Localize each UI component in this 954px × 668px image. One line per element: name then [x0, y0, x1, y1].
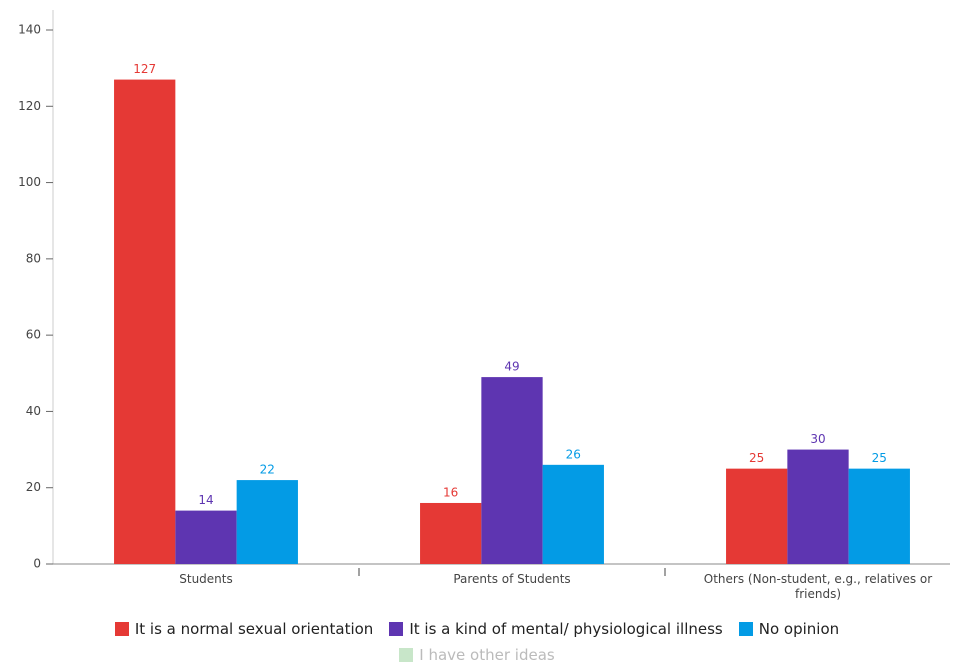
data-label: 26 [566, 447, 581, 461]
x-tick-label: Others (Non-student, e.g., relatives or … [703, 572, 933, 601]
legend-label: I have other ideas [419, 646, 555, 664]
bar [848, 468, 910, 564]
y-tick-label: 20 [26, 480, 41, 494]
data-label: 22 [260, 463, 275, 477]
y-tick-label: 140 [18, 23, 41, 37]
legend-label: It is a normal sexual orientation [134, 620, 374, 638]
legend-label: No opinion [758, 620, 840, 638]
data-label: 30 [810, 432, 825, 446]
bar [787, 449, 849, 564]
legend-item[interactable]: No opinion [738, 620, 840, 638]
data-label: 25 [872, 451, 887, 465]
data-label: 14 [198, 493, 213, 507]
bar [175, 510, 237, 564]
y-tick-label: 100 [18, 175, 41, 189]
y-tick-label: 120 [18, 99, 41, 113]
x-tick-label: Parents of Students [453, 572, 571, 586]
x-tick-label: Students [179, 572, 233, 586]
legend-swatch [114, 622, 129, 636]
legend-swatch [389, 622, 404, 636]
bar [542, 464, 604, 564]
bar [726, 468, 788, 564]
bar [236, 480, 298, 564]
data-label: 49 [504, 360, 519, 374]
legend-label: It is a kind of mental/ physiological il… [409, 620, 723, 638]
legend-swatch [738, 622, 753, 636]
legend-swatch [399, 648, 414, 662]
plot: 0 20 40 60 80 100 120 140 127 14 22 16 49 26 25 30 25 [18, 10, 950, 576]
data-label: 127 [133, 62, 156, 76]
legend-item[interactable]: It is a normal sexual orientation [114, 620, 374, 638]
y-tick-label: 40 [26, 404, 41, 418]
bar [481, 377, 543, 564]
legend-item[interactable]: It is a kind of mental/ physiological il… [389, 620, 723, 638]
data-label: 25 [749, 451, 764, 465]
y-tick-label: 0 [33, 557, 41, 571]
legend: It is a normal sexual orientation It is a… [0, 620, 954, 664]
bar [114, 79, 176, 564]
y-tick-label: 60 [26, 328, 41, 342]
legend-item[interactable]: I have other ideas [0, 646, 954, 664]
data-label: 16 [443, 485, 458, 499]
bar [420, 502, 482, 564]
y-tick-label: 80 [26, 251, 41, 265]
